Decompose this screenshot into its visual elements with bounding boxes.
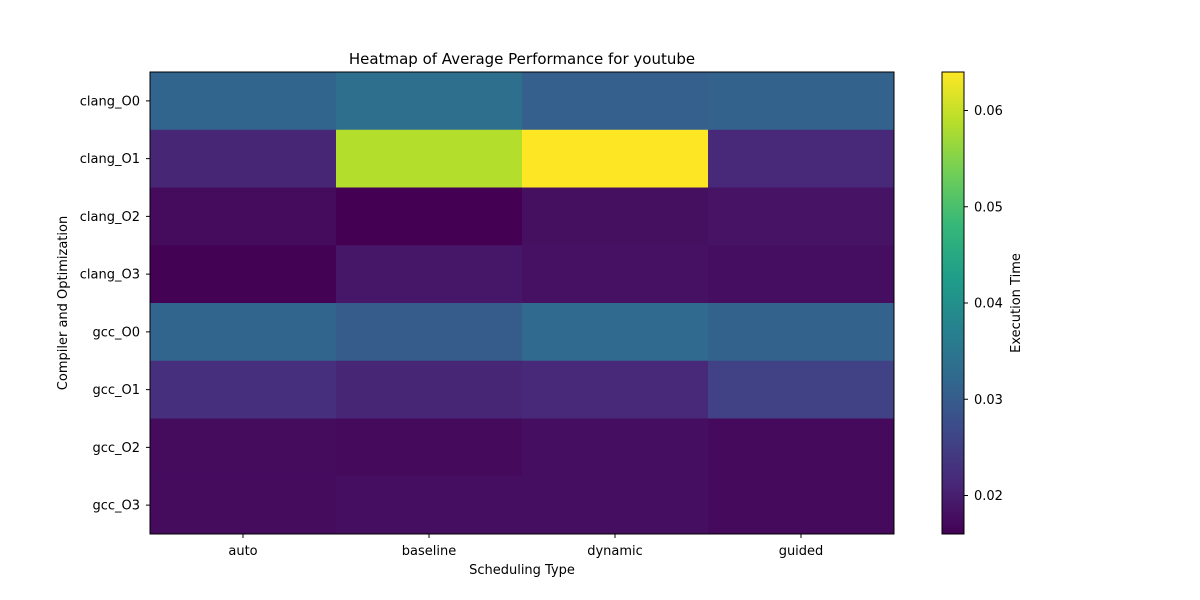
colorbar [941,71,965,535]
heatmap-cell-gcc_O3-baseline [336,476,523,535]
heatmap-cell-clang_O1-baseline [336,129,523,188]
y-tick-label: gcc_O1 [92,383,140,398]
heatmap-cell-gcc_O2-auto [150,418,337,477]
y-tick-label: clang_O0 [80,94,140,109]
y-axis-ticks: clang_O0 clang_O1 clang_O2 clang_O3 gcc_O0gc… [80,94,150,514]
colorbar-tick-label: 0.03 [974,393,1003,408]
heatmap-cell-clang_O3-baseline [336,245,523,304]
heatmap-cell-clang_O1-auto [150,129,337,188]
heatmap-cell-clang_O2-guided [708,187,895,246]
heatmap-cells [150,72,895,535]
colorbar-tick-label: 0.05 [974,200,1003,215]
heatmap-cell-clang_O0-guided [708,72,895,131]
heatmap-cell-clang_O1-dynamic [522,129,709,188]
y-tick-label: clang_O2 [80,210,140,225]
heatmap-cell-gcc_O0-auto [150,303,337,362]
y-tick-label: clang_O3 [80,268,140,283]
heatmap-cell-clang_O2-dynamic [522,187,709,246]
heatmap-cell-clang_O3-auto [150,245,337,304]
colorbar-tick-label: 0.02 [974,489,1003,504]
heatmap-cell-clang_O1-guided [708,129,895,188]
heatmap-cell-gcc_O0-baseline [336,303,523,362]
colorbar-tick-label: 0.04 [974,297,1003,312]
heatmap-cell-gcc_O0-dynamic [522,303,709,362]
y-axis-label: Compiler and Optimization [56,216,71,390]
x-tick-label: dynamic [587,544,643,559]
heatmap-cell-gcc_O3-guided [708,476,895,535]
x-axis-label: Scheduling Type [469,563,575,578]
colorbar-label: Execution Time [1009,253,1024,353]
heatmap-cell-gcc_O3-auto [150,476,337,535]
heatmap-cell-gcc_O2-guided [708,418,895,477]
x-tick-label: baseline [402,544,456,559]
heatmap-cell-clang_O2-auto [150,187,337,246]
x-tick-label: guided [779,544,824,559]
heatmap-cell-gcc_O1-guided [708,360,895,419]
heatmap-cell-gcc_O2-dynamic [522,418,709,477]
heatmap-cell-clang_O3-dynamic [522,245,709,304]
y-tick-label: gcc_O2 [92,441,140,456]
y-tick-label: gcc_O3 [92,499,140,514]
chart-title: Heatmap of Average Performance for youtu… [349,50,695,68]
heatmap-cell-clang_O3-guided [708,245,895,304]
heatmap-cell-gcc_O0-guided [708,303,895,362]
heatmap-cell-gcc_O1-baseline [336,360,523,419]
heatmap-cell-clang_O0-baseline [336,72,523,131]
plot-frame [149,71,895,535]
colorbar-tick-label: 0.06 [974,104,1003,119]
y-tick-label: gcc_O0 [92,325,140,340]
y-tick-label: clang_O1 [80,152,140,167]
heatmap-cell-clang_O2-baseline [336,187,523,246]
heatmap-cell-gcc_O3-dynamic [522,476,709,535]
colorbar-ticks: 0.02 0.03 0.04 0.05 0.06 [964,104,1003,504]
heatmap-cell-clang_O0-auto [150,72,337,131]
x-axis-ticks: auto baseline dynamic guided [228,534,823,559]
heatmap-cell-gcc_O1-auto [150,360,337,419]
heatmap-cell-gcc_O2-baseline [336,418,523,477]
heatmap-cell-clang_O0-dynamic [522,72,709,131]
heatmap-cell-gcc_O1-dynamic [522,360,709,419]
x-tick-label: auto [228,544,257,559]
